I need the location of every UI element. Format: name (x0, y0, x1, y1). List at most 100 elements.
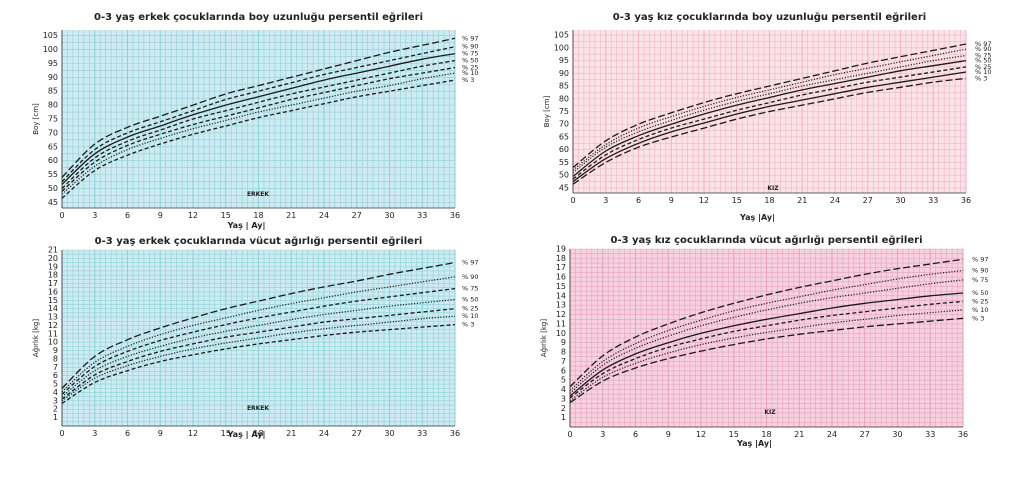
y-tick-label: 2 (53, 405, 58, 414)
y-tick-label: 18 (48, 271, 58, 280)
x-tick-label: 21 (797, 196, 807, 205)
y-tick-label: 16 (556, 273, 566, 282)
y-tick-label: 9 (561, 338, 566, 347)
y-tick-label: 50 (559, 171, 569, 180)
series-label: % 10 (975, 68, 992, 76)
x-tick-label: 33 (925, 430, 935, 439)
sex-note: KIZ (767, 185, 779, 192)
x-axis-label: Yaş | Ay| (227, 221, 266, 230)
x-tick-label: 3 (600, 430, 605, 439)
y-tick-label: 3 (561, 394, 566, 403)
x-tick-label: 21 (286, 429, 296, 438)
y-tick-label: 65 (48, 142, 58, 151)
x-tick-label: 3 (603, 196, 608, 205)
chart-title: 0-3 yaş kız çocuklarında boy uzunluğu pe… (613, 11, 926, 23)
chart-2: 0-3 yaş erkek çocuklarında vücut ağırlığ… (32, 235, 479, 439)
y-tick-label: 55 (48, 170, 58, 179)
series-line-3 (572, 59, 967, 177)
series-line-4 (61, 308, 456, 400)
x-tick-label: 6 (633, 430, 638, 439)
y-tick-label: 11 (556, 319, 566, 328)
series-label: % 10 (462, 312, 479, 320)
x-tick-label: 9 (669, 196, 674, 205)
series-label: % 3 (462, 321, 474, 329)
x-tick-label: 12 (699, 196, 709, 205)
series-line-2 (61, 287, 456, 395)
y-tick-label: 15 (48, 296, 58, 305)
series-line-6 (61, 323, 456, 404)
x-tick-label: 33 (928, 196, 938, 205)
y-tick-label: 10 (48, 338, 58, 347)
series-label: % 10 (462, 69, 479, 77)
x-tick-label: 36 (450, 211, 460, 220)
y-tick-label: 7 (53, 363, 58, 372)
chart-0: 0-3 yaş erkek çocuklarında boy uzunluğu … (32, 11, 479, 230)
x-tick-label: 0 (567, 430, 572, 439)
y-tick-label: 17 (48, 279, 58, 288)
y-tick-label: 4 (561, 385, 566, 394)
x-tick-label: 6 (125, 429, 130, 438)
x-tick-label: 12 (188, 429, 198, 438)
x-tick-label: 27 (860, 430, 870, 439)
x-tick-label: 30 (895, 196, 905, 205)
x-tick-label: 27 (352, 429, 362, 438)
sex-note: KIZ (764, 409, 776, 416)
series-label: % 75 (972, 276, 989, 284)
y-tick-label: 85 (48, 87, 58, 96)
x-tick-label: 0 (570, 196, 575, 205)
series-line-6 (569, 317, 964, 404)
y-tick-label: 85 (559, 82, 569, 91)
x-tick-label: 24 (827, 430, 837, 439)
y-tick-label: 6 (561, 366, 566, 375)
x-tick-label: 27 (352, 211, 362, 220)
y-tick-label: 105 (554, 31, 569, 40)
x-tick-label: 18 (253, 211, 263, 220)
x-tick-label: 21 (794, 430, 804, 439)
y-tick-label: 80 (48, 101, 58, 110)
chart-1: 0-3 yaş kız çocuklarında boy uzunluğu pe… (543, 11, 992, 222)
series-label: % 50 (462, 295, 479, 303)
y-tick-label: 45 (48, 198, 58, 207)
y-tick-label: 75 (48, 115, 58, 124)
x-axis-label: Yaş |Ay| (739, 213, 775, 222)
x-tick-label: 36 (961, 196, 971, 205)
y-tick-label: 10 (556, 329, 566, 338)
x-tick-label: 6 (636, 196, 641, 205)
series-label: % 97 (975, 40, 992, 48)
x-tick-label: 12 (188, 211, 198, 220)
series-line-2 (569, 279, 964, 394)
y-tick-label: 16 (48, 287, 58, 296)
y-tick-label: 45 (559, 183, 569, 192)
chart-3: 0-3 yaş kız çocuklarında vücut ağırlığı … (540, 234, 989, 448)
y-tick-label: 4 (53, 388, 58, 397)
y-tick-label: 105 (43, 31, 58, 40)
x-axis-label: Yaş | Ay| (227, 430, 266, 439)
y-tick-label: 90 (559, 69, 569, 78)
y-tick-label: 19 (556, 245, 566, 254)
x-tick-label: 6 (125, 211, 130, 220)
series-line-2 (572, 54, 967, 174)
series-line-0 (61, 261, 456, 389)
x-tick-label: 12 (696, 430, 706, 439)
y-tick-label: 17 (556, 263, 566, 272)
grid (572, 30, 967, 193)
series-label: % 97 (462, 34, 479, 42)
x-tick-label: 9 (158, 429, 163, 438)
series-line-3 (61, 298, 456, 398)
x-tick-label: 15 (732, 196, 742, 205)
x-tick-label: 21 (286, 211, 296, 220)
series-line-0 (569, 258, 964, 388)
y-tick-label: 14 (48, 304, 58, 313)
series-label: % 50 (462, 57, 479, 65)
grid (61, 249, 456, 427)
series-line-1 (61, 276, 456, 393)
x-tick-label: 30 (892, 430, 902, 439)
y-tick-label: 3 (53, 396, 58, 405)
x-tick-label: 0 (59, 211, 64, 220)
y-tick-label: 5 (53, 380, 58, 389)
grid (569, 248, 964, 428)
y-tick-label: 8 (53, 354, 58, 363)
x-tick-label: 27 (863, 196, 873, 205)
series-label: % 25 (975, 63, 992, 71)
